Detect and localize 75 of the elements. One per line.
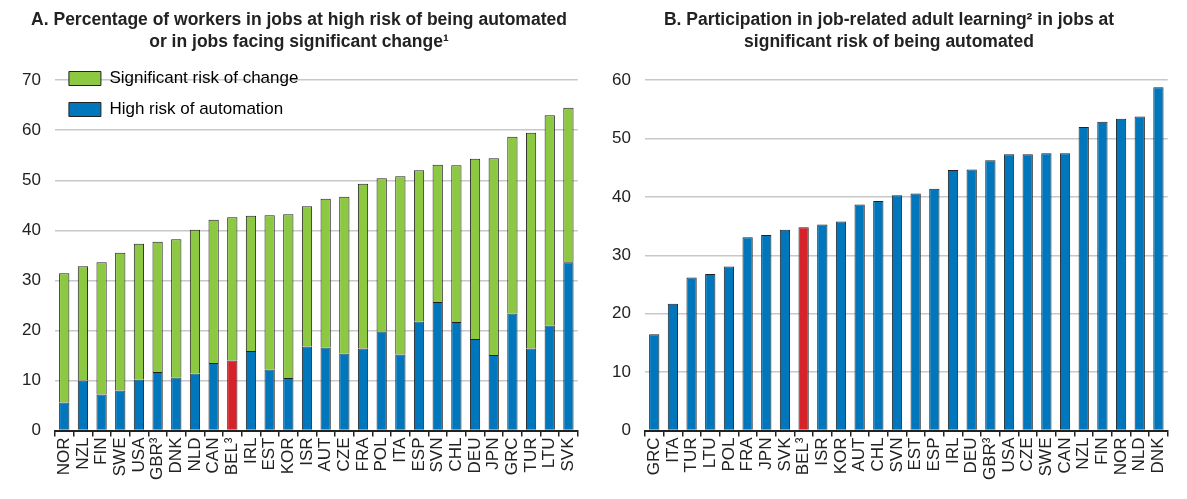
x-tick-label: SVN — [427, 437, 447, 473]
x-tick-label: IRL — [942, 437, 962, 464]
x-tick-label: TUR — [520, 437, 540, 473]
chart-title: A. Percentage of workers in jobs at high risk of being automated or in jobs facing significant change¹ — [30, 8, 568, 53]
x-tick-label: ESP — [408, 437, 428, 472]
x-tick-label: ISR — [811, 437, 831, 466]
x-tick-label: FIN — [91, 437, 111, 465]
x-tick-label: KOR — [830, 437, 850, 475]
legend-label: Significant risk of change — [109, 68, 299, 88]
x-tick-label: FRA — [352, 436, 372, 472]
y-tick-label: 70 — [21, 69, 41, 89]
x-tick-label: CZE — [1017, 437, 1037, 472]
x-tick-label: ITA — [390, 436, 410, 463]
x-tick-label: FIN — [1092, 437, 1112, 465]
x-tick-label: POL — [371, 437, 391, 472]
x-tick-label: NZL — [1073, 437, 1093, 470]
x-tick-label: USA — [998, 436, 1018, 473]
x-tick-label: DNK — [165, 436, 185, 474]
x-tick-label: CAN — [203, 437, 223, 474]
x-tick-label: SVN — [886, 437, 906, 473]
x-tick-label: TUR — [681, 437, 701, 473]
chart-title: B. Participation in job-related adult learning² in jobs at significant risk of being automated — [662, 8, 1116, 53]
x-tick-label: GRC — [643, 437, 663, 476]
y-tick-label: 0 — [31, 420, 41, 440]
y-tick-label: 10 — [611, 361, 631, 381]
x-tick-label: SVK — [774, 436, 794, 472]
x-tick-label: IRL — [240, 437, 260, 464]
x-tick-label: LTU — [699, 437, 719, 469]
x-tick-label: POL — [718, 437, 738, 472]
y-tick-label: 20 — [611, 303, 631, 323]
x-tick-label: DNK — [1148, 436, 1168, 474]
x-tick-label: JPN — [483, 437, 503, 470]
y-tick-label: 60 — [611, 69, 631, 89]
y-tick-label: 30 — [611, 245, 631, 265]
x-tick-label: BEL³ — [221, 437, 241, 476]
x-tick-label: GBR³ — [980, 437, 1000, 480]
x-tick-label: KOR — [278, 437, 298, 475]
x-tick-label: ISR — [296, 437, 316, 466]
x-tick-label: ESP — [924, 437, 944, 472]
x-tick-label: EST — [905, 437, 925, 471]
legend-label: High risk of automation — [109, 99, 284, 119]
x-tick-label: CHL — [868, 437, 888, 472]
x-tick-label: NLD — [1129, 437, 1149, 472]
x-tick-label: ITA — [662, 436, 682, 463]
x-tick-label: LTU — [539, 437, 559, 469]
x-tick-label: FRA — [737, 436, 757, 472]
x-tick-label: DEU — [961, 437, 981, 474]
x-tick-label: SWE — [109, 437, 129, 477]
x-tick-label: CHL — [446, 437, 466, 472]
y-tick-label: 30 — [21, 270, 41, 290]
y-tick-label: 50 — [21, 169, 41, 189]
y-tick-label: 60 — [21, 119, 41, 139]
x-tick-label: GRC — [502, 437, 522, 476]
x-tick-label: AUT — [849, 437, 869, 472]
y-tick-label: 10 — [21, 370, 41, 390]
x-tick-label: JPN — [755, 437, 775, 470]
x-tick-label: EST — [259, 437, 279, 471]
y-tick-label: 20 — [21, 320, 41, 340]
y-tick-label: 0 — [621, 420, 631, 440]
x-tick-label: NZL — [72, 437, 92, 470]
x-tick-label: NOR — [53, 437, 73, 476]
x-tick-label: SWE — [1036, 437, 1056, 477]
x-tick-label: AUT — [315, 437, 335, 472]
y-tick-label: 40 — [611, 186, 631, 206]
x-tick-label: GBR³ — [147, 437, 167, 480]
x-tick-label: CAN — [1054, 437, 1074, 474]
x-tick-label: CZE — [334, 437, 354, 472]
y-tick-label: 50 — [611, 128, 631, 148]
x-tick-label: BEL³ — [793, 437, 813, 476]
x-tick-label: NOR — [1110, 437, 1130, 476]
x-tick-label: SVK — [558, 436, 578, 472]
x-tick-label: DEU — [464, 437, 484, 474]
x-tick-label: NLD — [184, 437, 204, 472]
y-tick-label: 40 — [21, 220, 41, 240]
x-tick-label: USA — [128, 436, 148, 473]
